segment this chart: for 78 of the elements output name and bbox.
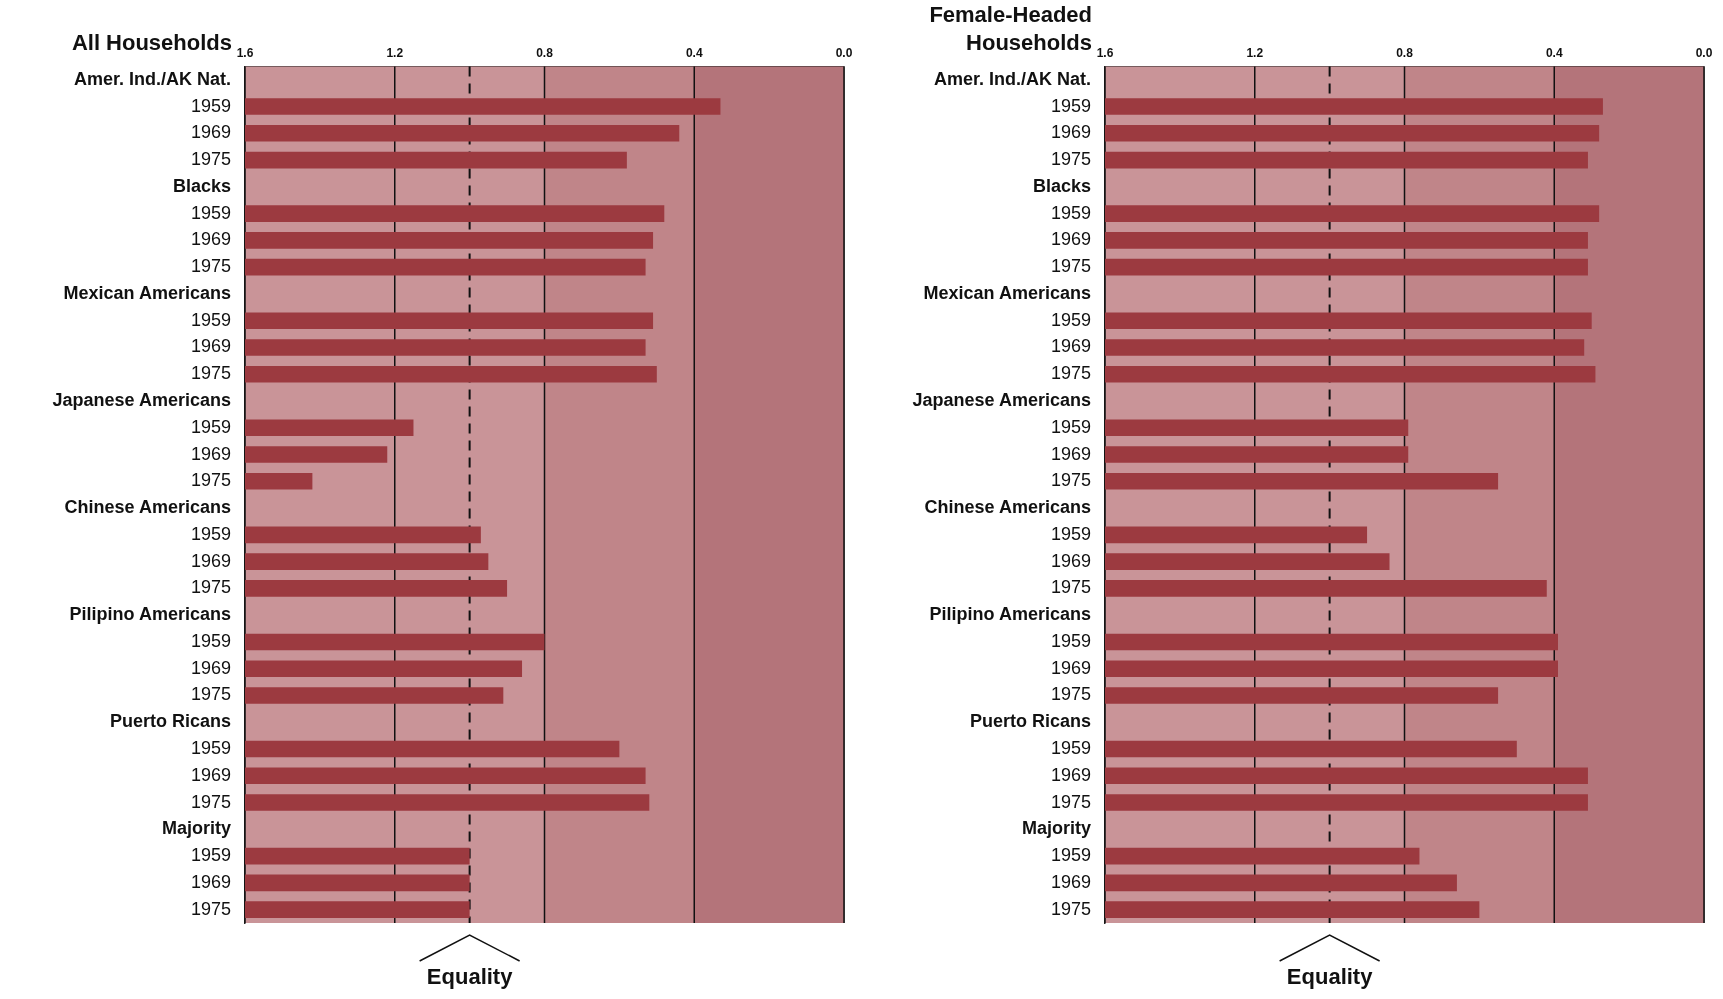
y-tick-label: Blacks <box>1032 175 1091 196</box>
y-tick-label: 1969 <box>190 122 231 143</box>
y-tick-label: 1975 <box>1050 363 1091 384</box>
y-tick-label: 1969 <box>190 764 231 785</box>
y-tick-label: 1959 <box>1050 845 1091 866</box>
y-tick-label: Blacks <box>172 175 231 196</box>
ref-line-label: Equality <box>426 964 514 990</box>
y-tick-label: 1959 <box>1050 309 1091 330</box>
y-tick-label: Puerto Ricans <box>969 711 1091 732</box>
y-tick-label: 1969 <box>190 871 231 892</box>
y-tick-label: Chinese Americans <box>924 497 1091 518</box>
y-tick-label: 1959 <box>190 202 231 223</box>
y-tick-label: 1975 <box>190 470 231 491</box>
y-tick-label: 1969 <box>1050 657 1091 678</box>
y-tick-label: 1969 <box>1050 871 1091 892</box>
y-tick-label: 1969 <box>190 443 231 464</box>
y-tick-label: 1975 <box>1050 470 1091 491</box>
y-tick-label: 1959 <box>1050 416 1091 437</box>
y-tick-label: 1959 <box>1050 95 1091 116</box>
x-tick-label: 0.4 <box>685 45 703 60</box>
y-tick-label: 1959 <box>190 309 231 330</box>
y-tick-label: Majority <box>1021 818 1091 839</box>
y-tick-label: Majority <box>161 818 231 839</box>
y-tick-label: 1969 <box>1050 122 1091 143</box>
x-tick-label: 0.4 <box>1545 45 1563 60</box>
x-tick-label: 0.0 <box>1695 45 1713 60</box>
y-tick-label: 1975 <box>190 791 231 812</box>
y-tick-label: 1959 <box>1050 630 1091 651</box>
y-tick-label: Mexican Americans <box>63 282 231 303</box>
y-tick-label: 1975 <box>190 577 231 598</box>
y-tick-label: 1975 <box>1050 684 1091 705</box>
y-tick-label: 1975 <box>1050 898 1091 919</box>
y-tick-label: 1959 <box>190 737 231 758</box>
y-tick-label: Pilipino Americans <box>929 604 1091 625</box>
y-tick-label: Chinese Americans <box>64 497 231 518</box>
y-tick-label: 1975 <box>1050 577 1091 598</box>
y-tick-label: 1959 <box>1050 523 1091 544</box>
y-tick-label: 1959 <box>190 523 231 544</box>
y-tick-label: Puerto Ricans <box>109 711 231 732</box>
y-tick-label: 1969 <box>1050 550 1091 571</box>
y-tick-label: 1959 <box>190 845 231 866</box>
y-tick-label: 1969 <box>1050 764 1091 785</box>
y-tick-label: 1975 <box>1050 149 1091 170</box>
y-tick-label: 1969 <box>1050 443 1091 464</box>
chart-title: All Households <box>70 29 232 57</box>
y-tick-label: 1969 <box>1050 229 1091 250</box>
x-tick-label: 1.2 <box>1246 45 1264 60</box>
y-tick-label: 1975 <box>190 684 231 705</box>
x-tick-label: 0.0 <box>835 45 853 60</box>
x-tick-label: 1.2 <box>386 45 404 60</box>
y-tick-label: 1975 <box>190 149 231 170</box>
y-tick-label: 1975 <box>190 363 231 384</box>
y-tick-label: 1959 <box>190 416 231 437</box>
y-tick-label: 1975 <box>190 256 231 277</box>
y-tick-label: Amer. Ind./AK Nat. <box>73 68 231 89</box>
y-tick-label: Japanese Americans <box>912 389 1091 410</box>
y-tick-label: 1959 <box>190 95 231 116</box>
x-tick-label: 0.8 <box>536 45 554 60</box>
y-tick-label: Japanese Americans <box>52 389 231 410</box>
x-tick-label: 0.8 <box>1396 45 1414 60</box>
y-tick-label: 1975 <box>1050 791 1091 812</box>
x-tick-label: 1.6 <box>1096 45 1114 60</box>
y-tick-label: 1969 <box>190 550 231 571</box>
y-tick-label: 1975 <box>1050 256 1091 277</box>
y-tick-label: 1959 <box>190 630 231 651</box>
y-tick-label: 1959 <box>1050 202 1091 223</box>
y-tick-label: 1969 <box>1050 336 1091 357</box>
x-tick-label: 1.6 <box>236 45 254 60</box>
ref-line-label: Equality <box>1286 964 1374 990</box>
y-tick-label: 1969 <box>190 229 231 250</box>
y-tick-label: 1959 <box>1050 737 1091 758</box>
y-tick-label: 1969 <box>190 657 231 678</box>
y-tick-label: Amer. Ind./AK Nat. <box>933 68 1091 89</box>
y-tick-label: 1975 <box>190 898 231 919</box>
y-tick-label: Pilipino Americans <box>69 604 231 625</box>
y-tick-label: 1969 <box>190 336 231 357</box>
chart-title: Female-Headed Households <box>928 1 1092 57</box>
y-tick-label: Mexican Americans <box>923 282 1091 303</box>
